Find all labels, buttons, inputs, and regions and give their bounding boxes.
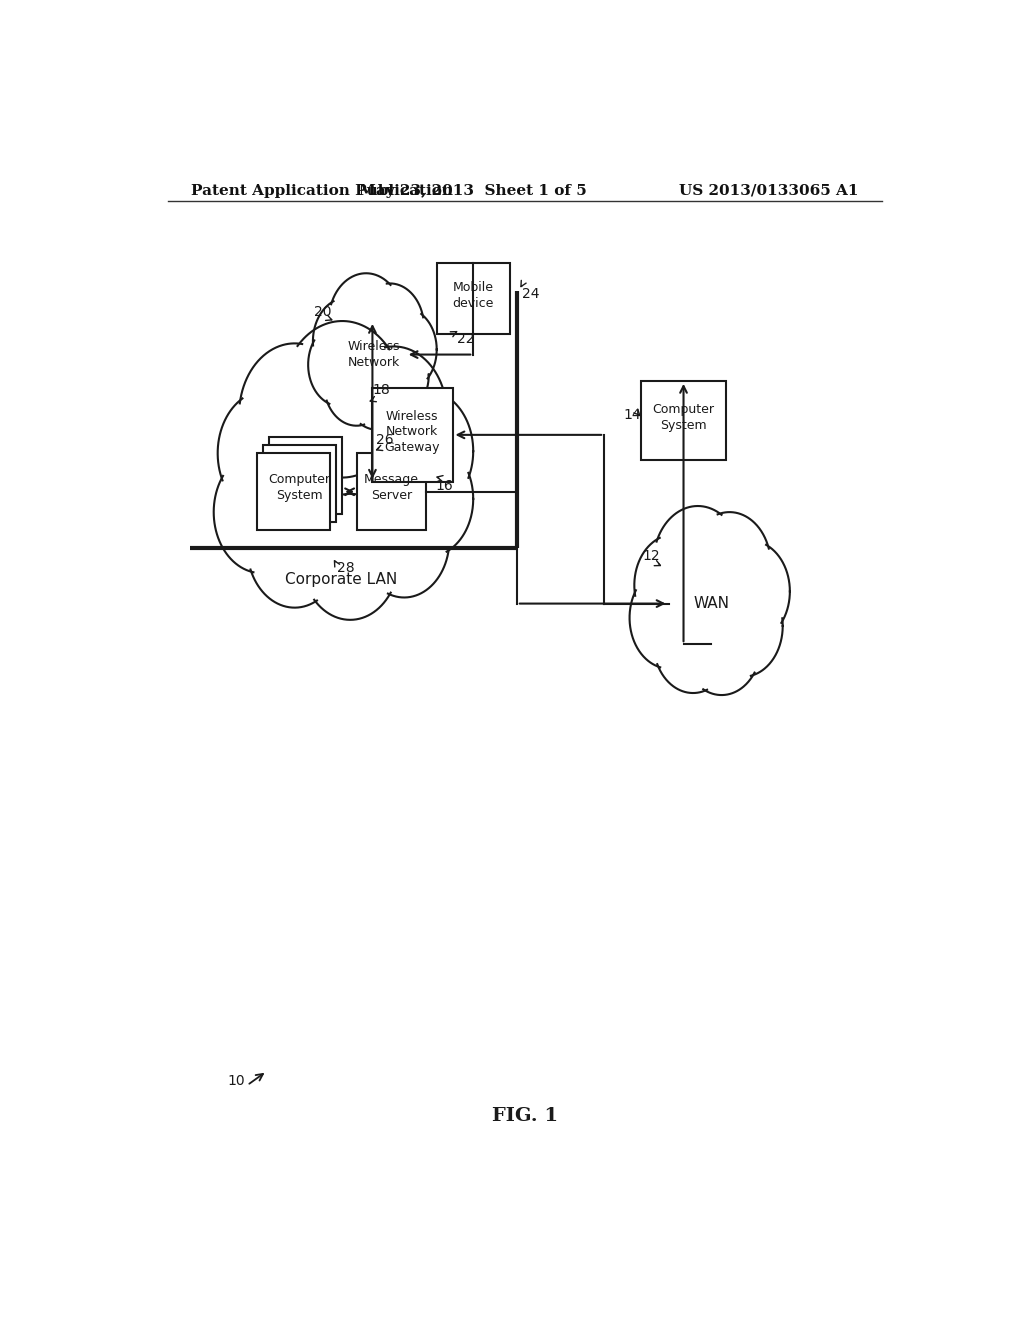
Text: FIG. 1: FIG. 1 bbox=[492, 1107, 558, 1125]
FancyBboxPatch shape bbox=[436, 263, 510, 334]
Text: Message
Server: Message Server bbox=[364, 473, 419, 502]
Circle shape bbox=[383, 441, 473, 557]
Circle shape bbox=[688, 512, 771, 618]
Text: 20: 20 bbox=[313, 305, 331, 319]
Circle shape bbox=[634, 535, 714, 636]
FancyBboxPatch shape bbox=[372, 388, 453, 482]
FancyBboxPatch shape bbox=[357, 453, 426, 531]
Circle shape bbox=[329, 273, 403, 368]
Circle shape bbox=[703, 576, 782, 677]
Text: Corporate LAN: Corporate LAN bbox=[285, 572, 397, 587]
Circle shape bbox=[345, 346, 410, 430]
Circle shape bbox=[239, 343, 350, 486]
Circle shape bbox=[378, 391, 473, 512]
FancyBboxPatch shape bbox=[257, 453, 330, 531]
Circle shape bbox=[630, 568, 709, 669]
Circle shape bbox=[653, 506, 742, 620]
Circle shape bbox=[372, 308, 436, 391]
Text: 10: 10 bbox=[227, 1074, 246, 1088]
Text: WAN: WAN bbox=[693, 597, 729, 611]
Circle shape bbox=[341, 346, 447, 483]
Text: Computer
System: Computer System bbox=[268, 473, 331, 502]
Text: 28: 28 bbox=[337, 561, 354, 576]
FancyBboxPatch shape bbox=[641, 381, 726, 461]
Circle shape bbox=[247, 486, 342, 607]
Text: 18: 18 bbox=[373, 383, 390, 397]
Text: 26: 26 bbox=[376, 433, 393, 447]
Text: 14: 14 bbox=[624, 408, 641, 421]
Text: May 23, 2013  Sheet 1 of 5: May 23, 2013 Sheet 1 of 5 bbox=[359, 183, 587, 198]
Text: 16: 16 bbox=[436, 479, 454, 492]
Text: 24: 24 bbox=[522, 288, 540, 301]
Text: Wireless
Network
Gateway: Wireless Network Gateway bbox=[384, 409, 440, 454]
Circle shape bbox=[682, 594, 761, 696]
Circle shape bbox=[324, 342, 389, 426]
Circle shape bbox=[313, 297, 381, 385]
FancyBboxPatch shape bbox=[263, 445, 336, 523]
Circle shape bbox=[711, 541, 790, 643]
Circle shape bbox=[308, 323, 373, 407]
Circle shape bbox=[282, 321, 403, 478]
Circle shape bbox=[218, 391, 316, 516]
Text: Patent Application Publication: Patent Application Publication bbox=[191, 183, 454, 198]
Text: US 2013/0133065 A1: US 2013/0133065 A1 bbox=[679, 183, 858, 198]
Circle shape bbox=[301, 494, 399, 620]
Circle shape bbox=[355, 284, 424, 371]
Text: Mobile
device: Mobile device bbox=[453, 281, 494, 310]
Text: Computer
System: Computer System bbox=[652, 403, 715, 432]
FancyBboxPatch shape bbox=[269, 437, 342, 515]
Text: 12: 12 bbox=[642, 549, 659, 562]
Circle shape bbox=[214, 451, 309, 573]
Circle shape bbox=[364, 333, 429, 417]
Circle shape bbox=[359, 482, 450, 598]
Text: Wireless
Network: Wireless Network bbox=[348, 341, 400, 370]
Text: 22: 22 bbox=[458, 333, 475, 346]
Circle shape bbox=[653, 591, 733, 693]
